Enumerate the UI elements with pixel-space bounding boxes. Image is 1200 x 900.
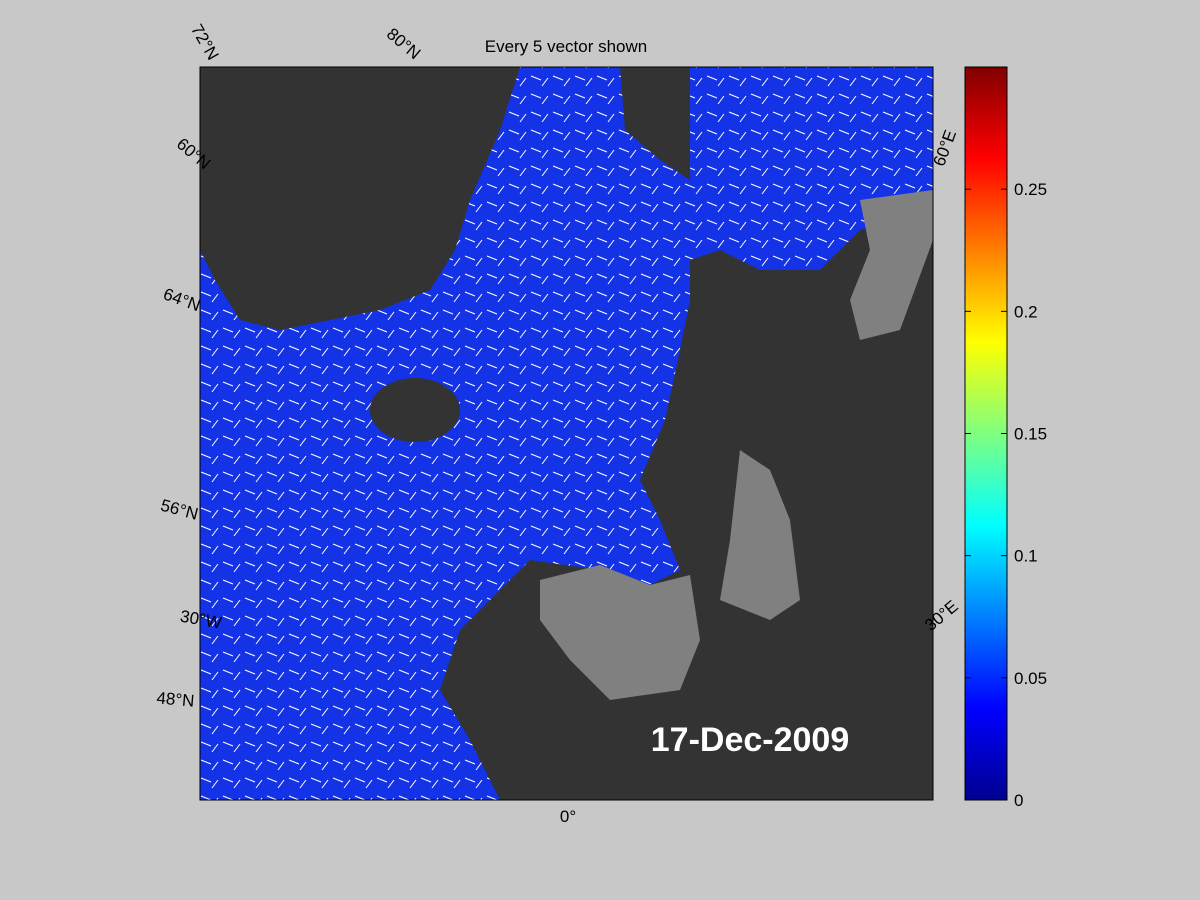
white-sea (850, 190, 933, 340)
grid-label: 48°N (156, 688, 195, 710)
colorbar-tick-label: 0.2 (1014, 302, 1038, 321)
greenland (200, 67, 520, 330)
grid-label: 72°N (187, 21, 222, 63)
baltic (720, 450, 800, 620)
grid-label: 60°E (930, 127, 961, 168)
svalbard (620, 67, 690, 180)
iceland (370, 378, 460, 442)
grid-label: 56°N (159, 496, 201, 524)
colorbar (964, 66, 1008, 801)
colorbar-tick-label: 0.25 (1014, 180, 1047, 199)
north-sea (540, 565, 700, 700)
map-frame (199, 66, 934, 801)
grid-label: 64°N (161, 284, 203, 315)
europe (440, 210, 933, 800)
map (200, 67, 933, 800)
barents-vectors (690, 67, 933, 230)
grid-label: 0° (560, 807, 576, 826)
map-title: Every 5 vector shown (485, 37, 648, 56)
colorbar-tick-label: 0.1 (1014, 547, 1038, 566)
colorbar-tick-label: 0 (1014, 791, 1023, 810)
colorbar-tick-label: 0.15 (1014, 425, 1047, 444)
colorbar-tick-label: 0.05 (1014, 669, 1047, 688)
grid-label: 80°N (383, 24, 424, 63)
date-label: 17-Dec-2009 (651, 721, 849, 759)
